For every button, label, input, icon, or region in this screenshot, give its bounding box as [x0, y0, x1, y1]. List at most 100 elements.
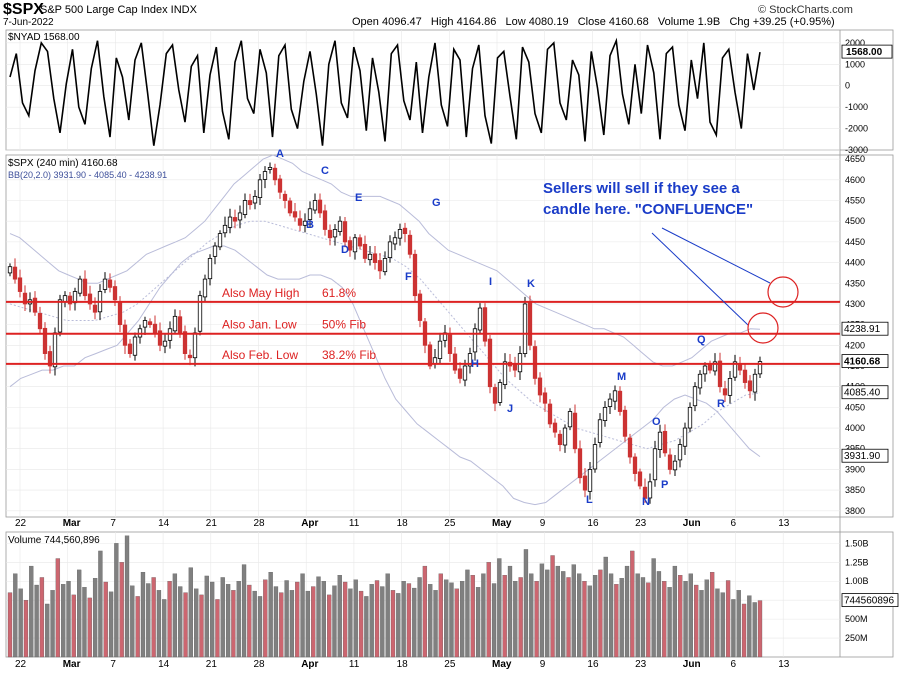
candle-body [597, 419, 603, 443]
volume-bar [337, 575, 342, 658]
volume-bar [146, 583, 151, 658]
volume-bar [305, 590, 311, 658]
spx-x-tick-label: 13 [778, 518, 790, 529]
nyad-y-tick-label: 1000 [845, 59, 865, 69]
candle-body [172, 315, 178, 332]
volume-bar [603, 556, 608, 658]
candle-body [742, 369, 748, 383]
confluence-circle [747, 312, 779, 344]
wave-label: L [586, 494, 593, 506]
candle-body [697, 373, 703, 389]
volume-bar [566, 577, 571, 658]
candle-body [367, 253, 373, 261]
volume-bar [545, 569, 550, 658]
candle-body [132, 336, 138, 356]
candle-body [372, 253, 378, 263]
volume-y-tick-label: 1.50B [845, 538, 869, 548]
candle-body [327, 229, 333, 239]
volume-bar [199, 594, 204, 658]
volume-bar [624, 565, 630, 658]
price-value-box [841, 448, 889, 463]
candle-body [212, 245, 218, 257]
candle-body [637, 471, 643, 487]
volume-bar [507, 565, 513, 658]
wave-label: Q [697, 334, 706, 346]
candle-body [552, 422, 558, 433]
volume-bar [619, 578, 624, 658]
spx-y-tick-label: 4650 [845, 154, 865, 164]
candle-body [382, 258, 388, 273]
candle-body [477, 307, 483, 331]
nyad-y-tick-label: 0 [845, 81, 850, 91]
candle-body [687, 406, 693, 429]
nyad-y-tick-label: -2000 [845, 124, 868, 134]
spx-y-tick-label: 4200 [845, 340, 865, 350]
candle-body [732, 361, 738, 378]
volume-bar [438, 573, 443, 658]
wave-label: O [652, 416, 661, 428]
candle-body [322, 210, 328, 230]
spx-x-tick-label: 22 [15, 518, 27, 529]
candle-body [612, 390, 618, 402]
volume-bar [295, 581, 300, 658]
candle-body [147, 321, 153, 326]
volume-bar [412, 587, 417, 658]
volume-bar [640, 577, 646, 658]
wave-label: G [432, 197, 441, 209]
candle-body [357, 237, 363, 247]
volume-bar [114, 543, 119, 658]
volume-bar [369, 584, 374, 658]
candle-body [12, 266, 18, 280]
candle-body [592, 444, 598, 470]
candle-body [462, 365, 468, 381]
spx-y-tick-label: 4050 [845, 402, 865, 412]
volume-bar [587, 585, 592, 658]
spx-x-tick-label: 7 [110, 518, 116, 529]
spx-title: $SPX (240 min) 4160.68 [8, 158, 118, 169]
wave-label: I [489, 276, 492, 288]
volume-bar [752, 602, 757, 658]
candle-body [332, 229, 338, 238]
volume-bar [459, 581, 465, 658]
volume-bar [715, 588, 720, 658]
volume-bar [204, 575, 209, 658]
candle-body [152, 323, 158, 334]
volume-bar [374, 580, 380, 658]
candle-body [117, 301, 123, 326]
volume-bar [82, 587, 87, 658]
candle-body [617, 390, 623, 412]
spx-x-tick-label: 18 [397, 518, 409, 529]
wave-label: A [276, 148, 284, 160]
candle-body [187, 354, 193, 359]
volume-bar [7, 592, 13, 658]
wave-label: K [527, 278, 535, 290]
low-label: Low [505, 16, 526, 28]
candle-body [77, 278, 83, 294]
volume-bar [151, 577, 156, 658]
candle-body [607, 398, 613, 407]
high-label: High [430, 16, 454, 28]
open-value: 4096.47 [381, 16, 422, 28]
nyad-y-tick-label: 2000 [845, 38, 865, 48]
wave-label: B [306, 219, 314, 231]
spx-x-tick-label: Apr [301, 518, 318, 529]
candle-body [407, 234, 413, 255]
nyad-y-tick-label: -1000 [845, 102, 868, 112]
candle-body [722, 388, 728, 396]
candle-body [572, 412, 578, 450]
volume-bar [444, 579, 449, 658]
volume-bar [555, 565, 561, 658]
spx-y-tick-label: 4600 [845, 175, 865, 185]
volume-bar [465, 569, 470, 658]
volume-x-tick-label: 6 [731, 659, 737, 670]
volume-bar [332, 585, 337, 658]
volume-bar [561, 571, 566, 658]
volume-bar [662, 581, 667, 658]
spx-y-tick-label: 3800 [845, 506, 865, 516]
volume-x-tick-label: 14 [158, 659, 170, 670]
candle-body [362, 243, 368, 259]
candle-body [307, 208, 313, 220]
close-value: 4160.68 [608, 16, 649, 28]
volume-bar [316, 576, 321, 658]
spx-x-tick-label: Jun [683, 518, 701, 529]
